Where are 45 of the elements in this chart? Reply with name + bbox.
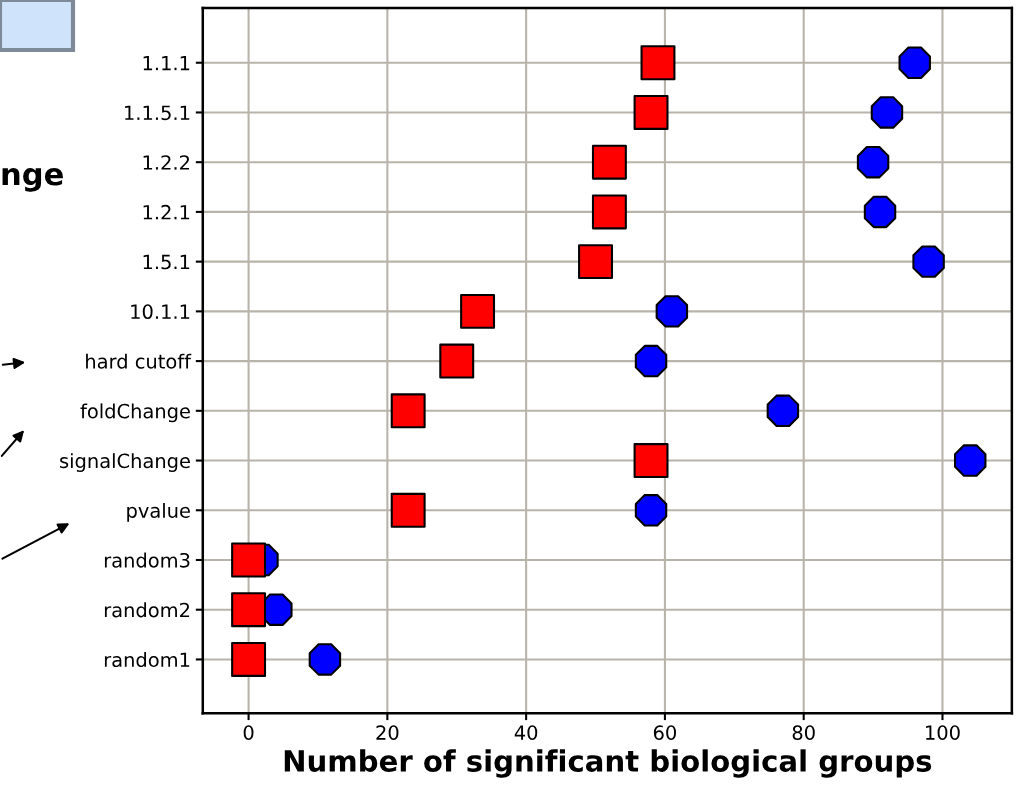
text: nge <box>2 167 63 192</box>
point <box>390 492 426 528</box>
point <box>634 494 668 527</box>
x-tick-label: 20 <box>376 725 399 740</box>
point <box>231 542 267 578</box>
point <box>655 295 689 328</box>
y-tick-label: hard cutoff <box>86 353 192 369</box>
y-tick-label: random1 <box>104 652 190 668</box>
y-tick-label: signalChange <box>60 453 190 472</box>
point <box>912 245 945 278</box>
point <box>640 45 676 81</box>
point <box>578 244 613 280</box>
x-tick-label: 100 <box>926 725 960 740</box>
point <box>231 641 267 677</box>
x-tick-label: 0 <box>243 725 254 740</box>
y-tick-label: 1.1.5.1 <box>125 105 190 121</box>
point <box>591 144 627 180</box>
point <box>633 94 669 130</box>
point <box>863 195 897 229</box>
y-tick-label: pvalue <box>127 502 190 522</box>
x-tick-label: 40 <box>514 725 538 740</box>
point <box>231 592 267 628</box>
y-tick-label: 10.1.1 <box>131 304 190 320</box>
point <box>308 643 342 676</box>
y-tick-label: random3 <box>104 552 190 568</box>
point <box>439 343 475 379</box>
y-tick-label: 1.5.1 <box>143 254 190 270</box>
point <box>633 443 669 479</box>
point <box>634 344 668 378</box>
point <box>954 444 987 477</box>
point <box>870 96 904 129</box>
point <box>390 393 426 429</box>
x-tick-label: 80 <box>792 725 815 740</box>
point <box>766 394 800 428</box>
point <box>856 145 890 179</box>
x-tick-label: 60 <box>653 725 676 740</box>
y-tick-label: 1.2.1 <box>143 204 190 220</box>
point <box>591 194 627 230</box>
y-tick-label: 1.1.1 <box>143 55 190 71</box>
y-tick-label: 1.2.2 <box>143 155 190 170</box>
y-tick-label: foldChange <box>80 403 190 423</box>
y-tick-label: random2 <box>104 602 190 618</box>
point <box>898 46 931 79</box>
x-axis-title: Number of significant biological groups <box>284 749 932 778</box>
point <box>460 293 496 329</box>
